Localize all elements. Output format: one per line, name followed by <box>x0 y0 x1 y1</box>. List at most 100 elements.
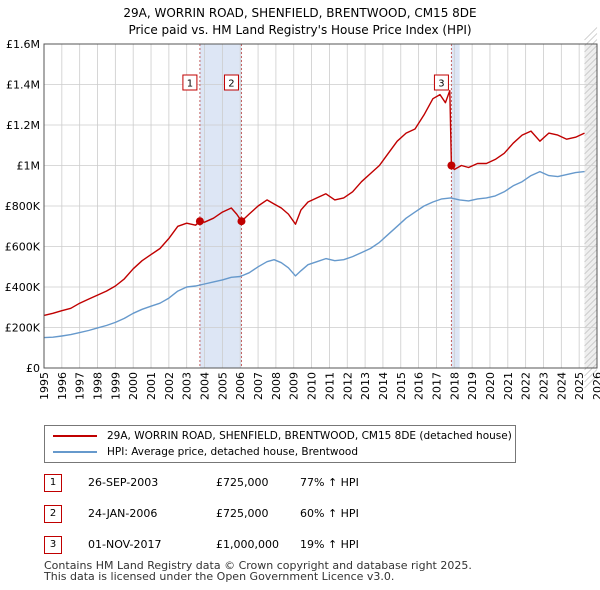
forecast-hatch <box>584 153 598 167</box>
sale-row: 2 24-JAN-2006 £725,000 60% ↑ HPI <box>44 505 424 525</box>
x-tick-label: 2004 <box>199 372 212 400</box>
sale-point <box>195 217 204 226</box>
x-tick-label: 2020 <box>484 372 497 400</box>
forecast-hatch <box>584 243 598 257</box>
x-tick-label: 2005 <box>216 372 229 400</box>
forecast-hatch <box>584 93 598 107</box>
sale-badge-label: 1 <box>187 79 193 90</box>
sale-row: 3 01-NOV-2017 £1,000,000 19% ↑ HPI <box>44 536 424 556</box>
forecast-hatch <box>584 105 598 119</box>
x-tick-label: 2003 <box>181 372 194 400</box>
forecast-hatch <box>584 201 598 215</box>
forecast-hatch <box>584 261 598 275</box>
forecast-hatch <box>584 285 598 299</box>
forecast-hatch <box>584 81 598 95</box>
x-tick-label: 1998 <box>92 372 105 400</box>
y-tick-label: £1M <box>17 160 41 173</box>
forecast-hatch <box>584 135 598 149</box>
x-tick-label: 2000 <box>127 372 140 400</box>
x-tick-label: 2013 <box>359 372 372 400</box>
x-tick-labels: 1995 1996 1997 1998 1999 2000 2001 2002 2003 2004… <box>38 372 600 400</box>
forecast-hatch <box>584 129 598 143</box>
forecast-hatch <box>584 45 598 59</box>
footer-licence: This data is licensed under the Open Gov… <box>44 570 395 583</box>
forecast-hatch <box>584 315 598 329</box>
forecast-hatch <box>584 75 598 89</box>
sale-badge: 2 <box>44 505 62 523</box>
x-tick-label: 1997 <box>74 372 87 400</box>
sale-date: 24-JAN-2006 <box>88 507 158 520</box>
x-tick-label: 2007 <box>252 372 265 400</box>
sale-badge-box <box>433 74 449 91</box>
forecast-hatch <box>584 291 598 305</box>
forecast-hatch <box>584 99 598 113</box>
x-tick-label: 2026 <box>591 372 600 400</box>
grid-lines <box>43 43 598 369</box>
x-tick-label: 2009 <box>288 372 301 400</box>
sale-point <box>237 217 246 226</box>
legend-item-property: 29A, WORRIN ROAD, SHENFIELD, BRENTWOOD, … <box>53 428 512 444</box>
forecast-hatch <box>584 69 598 83</box>
sale-points <box>195 161 456 226</box>
footer-copyright: Contains HM Land Registry data © Crown c… <box>44 559 472 572</box>
sale-badge-box <box>223 74 239 91</box>
sale-date: 26-SEP-2003 <box>88 476 159 489</box>
property-series-line <box>43 89 585 317</box>
y-tick-label: £1.4M <box>6 79 40 92</box>
forecast-hatch <box>584 225 598 239</box>
forecast-hatch <box>584 267 598 281</box>
forecast-hatch <box>584 345 598 359</box>
sale-marker-lines <box>199 44 452 368</box>
forecast-hatch <box>584 87 598 101</box>
forecast-hatch <box>584 51 598 65</box>
sale-badge-box <box>182 74 198 91</box>
sale-price: £725,000 <box>216 507 269 520</box>
x-tick-label: 2014 <box>377 372 390 400</box>
forecast-hatch <box>584 213 598 227</box>
x-tick-label: 2002 <box>163 372 176 400</box>
forecast-hatch <box>584 165 598 179</box>
y-tick-label: £1.2M <box>6 119 40 132</box>
forecast-hatch <box>584 183 598 197</box>
chart-subtitle: Price paid vs. HM Land Registry's House … <box>128 23 472 37</box>
forecast-hatch <box>584 333 598 347</box>
sale-hpi-change: 19% ↑ HPI <box>300 538 359 551</box>
forecast-hatch <box>584 57 598 71</box>
forecast-hatch <box>584 117 598 131</box>
forecast-hatch <box>584 147 598 161</box>
x-tick-label: 2008 <box>270 372 283 400</box>
legend-item-hpi: HPI: Average price, detached house, Bren… <box>53 444 358 460</box>
sale-point <box>447 161 456 170</box>
forecast-hatch <box>584 369 598 383</box>
x-tick-label: 2012 <box>341 372 354 400</box>
x-tick-label: 2011 <box>323 372 336 400</box>
footer: Contains HM Land Registry data © Crown c… <box>44 560 472 582</box>
forecast-hatch <box>584 279 598 293</box>
x-tick-label: 2023 <box>537 372 550 400</box>
sale-badge-label: 3 <box>438 79 444 90</box>
forecast-hatch <box>584 189 598 203</box>
forecast-hatch <box>584 231 598 245</box>
x-tick-label: 2024 <box>555 372 568 400</box>
legend-swatch-property <box>53 435 97 437</box>
forecast-hatch <box>584 351 598 365</box>
x-tick-label: 2001 <box>145 372 158 400</box>
forecast-hatch <box>584 177 598 191</box>
y-tick-label: £600K <box>5 241 41 254</box>
sale-row: 1 26-SEP-2003 £725,000 77% ↑ HPI <box>44 474 424 494</box>
sale-badge: 3 <box>44 536 62 554</box>
x-tick-label: 2018 <box>448 372 461 400</box>
forecast-hatch <box>584 327 598 341</box>
plot-frame <box>43 43 598 369</box>
forecast-hatch <box>584 303 598 317</box>
hpi-series-line <box>43 170 585 339</box>
sale-badge-label: 2 <box>228 79 234 90</box>
sale-badges: 1 2 3 <box>182 74 449 91</box>
y-tick-label: £800K <box>5 200 41 213</box>
series-lines <box>43 89 585 339</box>
forecast-hatch <box>584 297 598 311</box>
sale-hpi-change: 60% ↑ HPI <box>300 507 359 520</box>
x-tick-label: 2006 <box>234 372 247 400</box>
legend-label-hpi: HPI: Average price, detached house, Bren… <box>107 446 358 458</box>
